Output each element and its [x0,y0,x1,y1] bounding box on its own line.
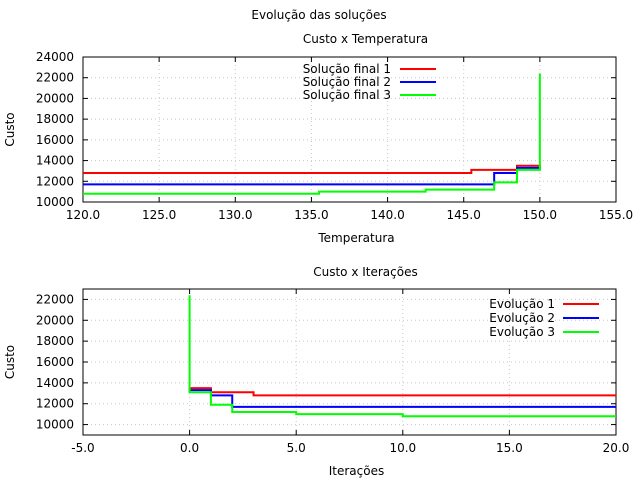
x-tick-label: 120.0 [66,208,100,222]
x-tick-label: 130.0 [218,208,252,222]
y-tick-label: 22000 [36,292,74,306]
x-tick-label: -5.0 [71,441,94,455]
series-line-3 [83,73,541,195]
y-tick-label: 24000 [36,50,74,64]
legend-label-3: Solução final 3 [303,88,391,102]
y-tick-label: 16000 [36,355,74,369]
y-tick-label: 20000 [36,91,74,105]
y-tick-label: 12000 [36,174,74,188]
y-tick-label: 16000 [36,133,74,147]
legend-label-2: Solução final 2 [303,75,391,89]
x-tick-label: 145.0 [447,208,481,222]
y-tick-label: 12000 [36,397,74,411]
legend-label-1: Evolução 1 [489,297,555,311]
y-axis-label: Custo [3,345,17,379]
x-axis-label: Iterações [329,464,385,478]
x-tick-label: 20.0 [603,441,630,455]
x-tick-label: 125.0 [142,208,176,222]
x-tick-label: 150.0 [523,208,557,222]
series-line-3 [188,295,616,418]
legend-label-1: Solução final 1 [303,62,391,76]
x-tick-label: 10.0 [389,441,416,455]
y-tick-label: 10000 [36,195,74,209]
legend-label-3: Evolução 3 [489,325,555,339]
x-tick-label: 15.0 [496,441,523,455]
x-axis-label: Temperatura [317,231,394,245]
chart-title: Custo x Iterações [313,265,418,279]
y-tick-label: 18000 [36,112,74,126]
x-tick-label: 5.0 [287,441,306,455]
chart-title: Custo x Temperatura [303,32,428,46]
y-tick-label: 10000 [36,418,74,432]
y-tick-label: 18000 [36,334,74,348]
plot-frame [82,56,617,203]
y-tick-label: 14000 [36,376,74,390]
x-tick-label: 155.0 [599,208,633,222]
y-axis-label: Custo [3,112,17,146]
y-tick-label: 22000 [36,71,74,85]
y-tick-label: 14000 [36,154,74,168]
legend-label-2: Evolução 2 [489,311,555,325]
figure-title: Evolução das soluções [251,8,386,22]
x-tick-label: 135.0 [294,208,328,222]
y-tick-label: 20000 [36,313,74,327]
x-tick-label: 140.0 [370,208,404,222]
x-tick-label: 0.0 [180,441,199,455]
